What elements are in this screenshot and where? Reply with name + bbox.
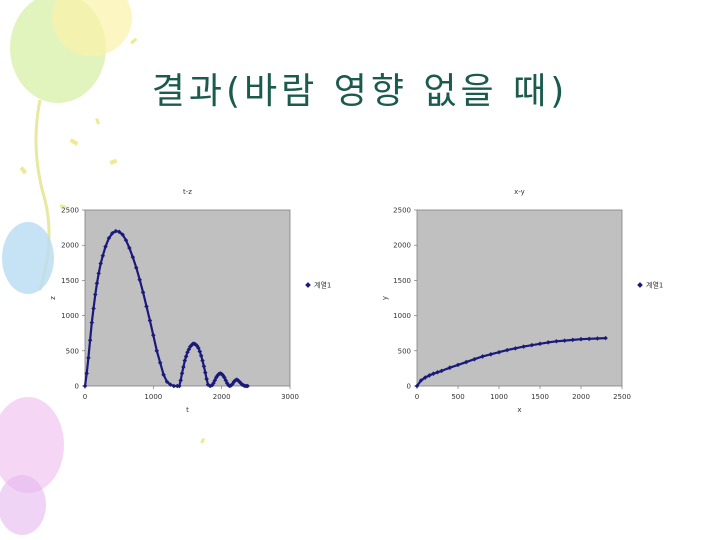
data-point [203, 370, 208, 375]
y-tick-label: 1500 [61, 277, 79, 285]
chart-title: t-z [183, 188, 192, 196]
y-tick-label: 1500 [393, 277, 411, 285]
x-tick-label: 1000 [490, 393, 508, 401]
data-point [168, 382, 173, 387]
data-point [472, 356, 477, 362]
x-tick-label: 0 [415, 393, 419, 401]
data-point [488, 352, 494, 357]
balloon-pink-decor [0, 397, 64, 493]
data-point [96, 271, 101, 276]
x-tick-label: 3000 [281, 393, 299, 401]
data-point [200, 358, 205, 363]
data-point [201, 364, 207, 369]
data-point [151, 333, 156, 338]
x-tick-label: 2500 [613, 393, 631, 401]
legend-marker [305, 282, 311, 288]
data-point [204, 376, 209, 382]
legend-marker [637, 282, 643, 288]
data-point [92, 292, 98, 297]
x-tick-label: 2000 [572, 393, 590, 401]
chart-title: x-y [514, 188, 525, 196]
data-point [127, 245, 132, 251]
data-point [578, 336, 584, 342]
data-point [586, 336, 592, 342]
data-point [154, 348, 160, 354]
data-point [545, 340, 551, 345]
x-tick-label: 2000 [213, 393, 231, 401]
data-point [147, 318, 153, 323]
y-tick-label: 2000 [393, 242, 411, 250]
slide-title: 결과(바람 영향 없을 때) [151, 71, 569, 112]
data-point [179, 371, 185, 376]
y-tick-label: 2500 [61, 207, 79, 215]
legend-label: 계열1 [314, 281, 331, 290]
y-tick-label: 0 [75, 383, 79, 391]
plot-area [416, 209, 623, 387]
legend-label: 계열1 [646, 281, 663, 290]
y-tick-label: 500 [398, 347, 411, 355]
chart-t-z: t-z 0 500 1000 1500 2000 2500 0 1000 2000 3000 t z 계열… [49, 188, 331, 414]
x-tick-label: 1000 [144, 393, 162, 401]
data-point [113, 228, 119, 234]
balloon-yellow-decor [52, 0, 132, 56]
y-axis-label: z [49, 296, 57, 300]
y-tick-label: 2000 [61, 242, 79, 250]
balloon-blue-decor [2, 222, 54, 294]
chart-x-y: x-y 0 500 1000 1500 2000 2500 0 500 1000 1500 2000 2… [381, 188, 663, 414]
data-point [140, 290, 146, 295]
y-tick-label: 0 [407, 383, 411, 391]
x-axis-label: x [517, 406, 521, 414]
y-tick-label: 1000 [393, 312, 411, 320]
data-point [137, 277, 142, 282]
data-point [427, 373, 432, 378]
y-tick-label: 1000 [61, 312, 79, 320]
x-axis-label: t [186, 406, 189, 414]
plot-area [84, 209, 291, 387]
y-axis-label: y [381, 296, 389, 300]
x-tick-label: 500 [451, 393, 464, 401]
data-point [116, 229, 122, 235]
x-tick-label: 0 [83, 393, 87, 401]
data-point [504, 347, 510, 353]
confetti-decor [19, 37, 206, 444]
data-point [87, 337, 93, 343]
x-tick-label: 1500 [531, 393, 549, 401]
data-point [177, 383, 182, 389]
y-tick-label: 2500 [393, 207, 411, 215]
data-point [196, 345, 201, 351]
balloon-violet-decor [0, 475, 46, 535]
data-point [89, 320, 95, 325]
y-tick-label: 500 [66, 347, 79, 355]
data-point [178, 378, 183, 383]
